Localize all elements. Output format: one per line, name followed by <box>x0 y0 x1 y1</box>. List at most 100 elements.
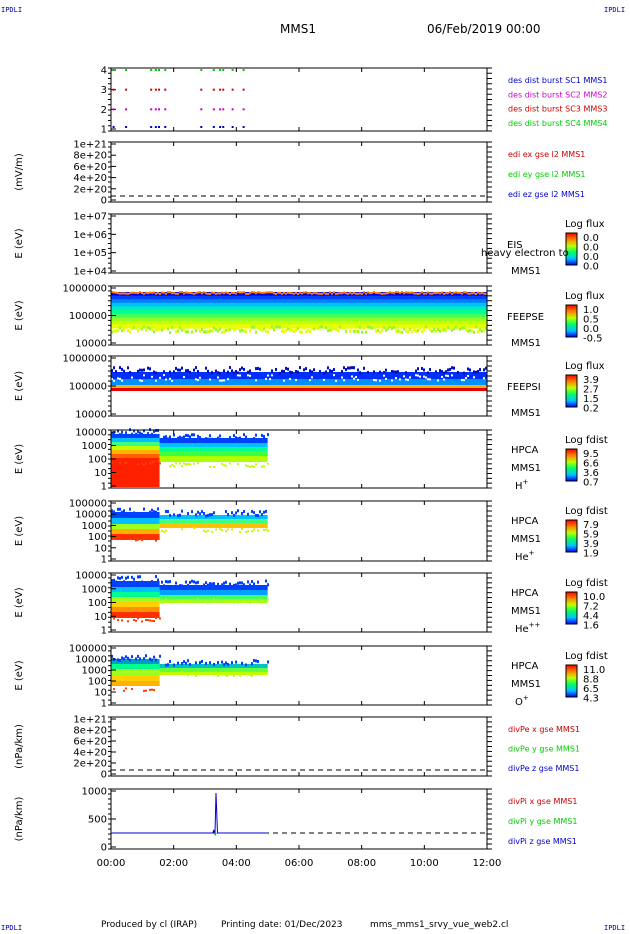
spectrogram-pixel <box>161 580 163 584</box>
y-tick-label: 1 <box>101 482 107 493</box>
spectrogram-pixel <box>367 325 369 329</box>
spectrogram-pixel <box>227 601 229 604</box>
spectrogram-pixel <box>121 619 123 622</box>
spectrogram-pixel <box>379 379 381 382</box>
spectrogram-pixel <box>141 462 143 465</box>
spectrogram-pixel <box>225 661 227 665</box>
spectrogram-pixel <box>191 433 193 437</box>
spectrogram-pixel <box>183 327 185 331</box>
y-tick-label: 500 <box>88 815 107 826</box>
spectrogram-pixel <box>243 329 245 333</box>
spectrogram-pixel <box>165 325 167 329</box>
spectrogram-pixel <box>369 325 371 329</box>
spectrogram-pixel <box>227 438 229 442</box>
spectrogram-pixel <box>275 325 277 329</box>
spectrogram-pixel <box>449 327 451 331</box>
spectrogram-pixel <box>341 376 343 379</box>
instrument-label: FEEPSI <box>507 382 541 393</box>
spectrogram-pixel <box>243 671 245 674</box>
spectrogram-pixel <box>229 436 231 440</box>
spectrogram-pixel <box>163 370 165 374</box>
spectrogram-pixel <box>147 292 149 295</box>
spectrogram-pixel <box>197 671 199 674</box>
spectrogram-pixel <box>205 437 207 441</box>
x-tick-label: 04:00 <box>222 858 251 869</box>
spectrogram-pixel <box>397 329 399 333</box>
spectrogram-pixel <box>347 325 349 329</box>
spectrogram-pixel <box>343 326 345 330</box>
spectrogram-pixel <box>225 328 227 332</box>
spectrogram-pixel <box>351 325 353 329</box>
spectrogram-pixel <box>235 583 237 587</box>
spectrogram-band <box>111 529 160 534</box>
spectrogram-pixel <box>239 581 241 585</box>
spectrogram-pixel <box>167 663 169 667</box>
spectrogram-pixel <box>203 512 205 516</box>
colorbar-title: Log fdist <box>565 651 608 662</box>
spectrogram-pixel <box>197 434 199 438</box>
spectrogram-pixel <box>213 466 215 468</box>
spectrogram-pixel <box>131 575 133 579</box>
spectrogram-pixel <box>189 291 191 294</box>
spectrogram-pixel <box>191 579 193 583</box>
spectrogram-pixel <box>313 368 315 372</box>
spectrogram-pixel <box>181 600 183 603</box>
spacecraft-label: MMS1 <box>511 534 541 545</box>
spectrogram-pixel <box>195 581 197 585</box>
spectrogram-pixel <box>249 601 251 604</box>
spectrogram-pixel <box>115 580 117 584</box>
spectrogram-pixel <box>463 379 465 382</box>
spectrogram-pixel <box>371 326 373 330</box>
spectrogram-pixel <box>113 537 115 540</box>
spectrogram-pixel <box>179 368 181 372</box>
spectrogram-pixel <box>179 513 181 517</box>
spectrogram-pixel <box>209 329 211 333</box>
spectrogram-pixel <box>225 580 227 584</box>
spectrogram-pixel <box>169 377 171 380</box>
y-tick-label: 10000 <box>75 339 107 350</box>
spectrogram-pixel <box>261 433 263 437</box>
spacecraft-label: MMS1 <box>511 338 541 349</box>
spectrogram-pixel <box>355 329 357 333</box>
y-tick-label: 100 <box>88 455 107 466</box>
spectrogram-pixel <box>291 292 293 295</box>
spectrogram-pixel <box>137 538 139 541</box>
spectrogram-band <box>111 659 160 664</box>
spectrogram-pixel <box>189 580 191 584</box>
colorbar-tick-label: 1.9 <box>583 549 599 560</box>
series-line <box>213 832 217 836</box>
spectrogram-pixel <box>453 291 455 294</box>
spectrogram-pixel <box>259 510 261 514</box>
spectrogram-pixel <box>191 292 193 295</box>
spectrogram-pixel <box>171 601 173 604</box>
spectrogram-pixel <box>139 368 141 372</box>
spectrogram-pixel <box>403 375 405 378</box>
spectrogram-band <box>111 299 487 304</box>
spectrogram-pixel <box>483 368 485 372</box>
spectrogram-pixel <box>415 292 417 295</box>
spectrogram-pixel <box>187 291 189 294</box>
spectrogram-pixel <box>423 292 425 295</box>
spectrogram-pixel <box>259 367 261 371</box>
spectrogram-pixel <box>275 367 277 371</box>
colorbar-tick-label: -0.5 <box>583 334 603 345</box>
spectrogram-pixel <box>153 330 155 334</box>
spectrogram-pixel <box>427 378 429 381</box>
spectrogram-pixel <box>357 368 359 372</box>
colorbar-tick-label: 0.0 <box>583 252 599 263</box>
spectrogram-pixel <box>315 292 317 295</box>
burst-marker <box>150 88 153 91</box>
spectrogram-pixel <box>221 673 223 676</box>
spectrogram-pixel <box>427 325 429 329</box>
spectrogram-pixel <box>249 673 251 676</box>
spectrogram-pixel <box>391 291 393 294</box>
spectrogram-pixel <box>243 433 245 437</box>
spectrogram-pixel <box>229 292 231 295</box>
spectrogram-pixel <box>229 582 231 586</box>
spectrogram-pixel <box>133 291 135 294</box>
spectrogram-pixel <box>259 327 261 331</box>
spectrogram-pixel <box>405 329 407 333</box>
spectrogram-pixel <box>187 463 189 466</box>
legend-entry: des dist burst SC4 MMS4 <box>508 119 607 128</box>
spectrogram-pixel <box>181 366 183 370</box>
